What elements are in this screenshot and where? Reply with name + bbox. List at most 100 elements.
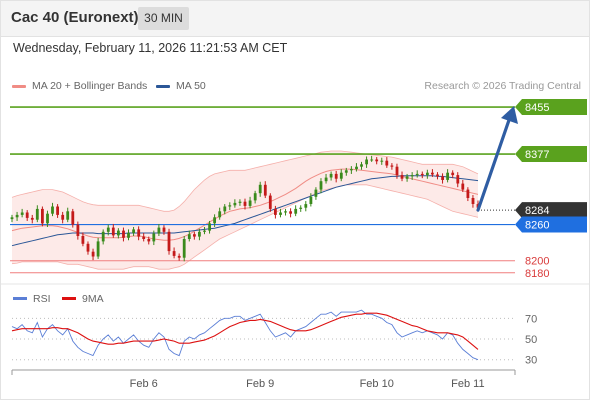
ma50-swatch	[156, 84, 170, 88]
candle-body	[243, 201, 247, 206]
timeframe-button[interactable]: 30 MIN	[138, 7, 189, 30]
candle-body	[172, 251, 176, 256]
ma50-label: MA 50	[176, 80, 206, 92]
candle-body	[15, 214, 19, 218]
candle-body	[456, 175, 460, 184]
candle-body	[370, 159, 374, 161]
rsi-9ma-line	[11, 312, 479, 350]
rsi-tick-30: 30	[525, 355, 537, 367]
candle-body	[187, 234, 191, 239]
candle-body	[314, 189, 318, 197]
candle-body	[41, 208, 44, 224]
candle-body	[137, 229, 141, 237]
bollinger-upper-line	[11, 150, 479, 212]
candle-body	[56, 206, 59, 215]
candle-body	[385, 160, 389, 166]
candle-body	[167, 231, 171, 252]
candle-body	[233, 202, 237, 206]
candle-body	[410, 175, 414, 177]
rsi-tick-50: 50	[525, 334, 537, 346]
candle-body	[461, 183, 465, 190]
candle-body	[35, 208, 39, 220]
candle-body	[10, 217, 14, 220]
candle-body	[111, 227, 115, 236]
x-tick-label: Feb 6	[130, 378, 158, 390]
candle-body	[334, 173, 338, 179]
candle-body	[304, 204, 308, 208]
bollinger-band-fill	[12, 151, 478, 270]
candle-body	[106, 227, 110, 232]
candle-body	[294, 208, 298, 214]
candle-body	[20, 212, 24, 215]
projection-arrow-shaft	[476, 118, 511, 212]
bollinger-lower-line	[11, 184, 479, 270]
candle-body	[122, 230, 125, 238]
support-label-8180: 8180	[525, 268, 549, 280]
candle-body	[147, 239, 151, 242]
candle-body	[395, 166, 399, 176]
candle-body	[81, 236, 85, 244]
candle-body	[198, 231, 201, 237]
candle-body	[263, 184, 267, 196]
candle-body	[76, 224, 80, 236]
candle-body	[223, 206, 227, 212]
legend-ma50: MA 50	[156, 80, 206, 92]
x-tick-label: Feb 9	[246, 378, 274, 390]
candle-body	[350, 169, 353, 171]
candle-body	[471, 198, 475, 204]
x-tick-label: Feb 11	[451, 378, 484, 390]
ma20-label: MA 20 + Bollinger Bands	[32, 80, 148, 92]
candle-body	[253, 193, 257, 201]
candle-body	[71, 211, 75, 225]
candle-body	[380, 160, 384, 162]
candle-body	[238, 201, 242, 203]
candle-body	[431, 172, 434, 175]
current-price-label: 8284	[525, 205, 549, 217]
candle-body	[96, 241, 100, 257]
ma20-swatch	[12, 84, 26, 88]
candle-body	[248, 200, 252, 206]
candle-body	[193, 234, 196, 237]
candle-body	[66, 211, 70, 220]
candle-body	[355, 166, 358, 170]
candle-body	[208, 223, 211, 231]
candle-body	[329, 173, 333, 178]
candle-body	[289, 211, 292, 214]
candle-body	[360, 164, 363, 167]
candle-body	[117, 230, 120, 236]
candle-body	[279, 212, 282, 215]
legend-ma20: MA 20 + Bollinger Bands	[12, 80, 147, 92]
candle-body	[299, 207, 303, 209]
ma9-legend-swatch	[62, 297, 76, 300]
candle-body	[228, 205, 232, 207]
candle-body	[51, 206, 54, 214]
candle-body	[91, 251, 95, 257]
candle-body	[61, 214, 65, 220]
candle-body	[142, 236, 146, 239]
candle-body	[284, 211, 287, 213]
candle-body	[203, 230, 206, 232]
candle-body	[344, 170, 348, 173]
resistance-label-8377: 8377	[525, 149, 549, 161]
rsi-legend-label: RSI	[33, 293, 51, 305]
chart-header: Cac 40 (Euronext) 30 MIN	[0, 0, 590, 37]
candle-body	[162, 227, 166, 232]
candle-body	[324, 177, 328, 182]
candle-body	[268, 195, 272, 209]
candle-body	[274, 208, 277, 215]
candle-body	[258, 184, 262, 194]
candle-body	[466, 189, 470, 198]
candle-body	[436, 174, 439, 177]
instrument-title: Cac 40 (Euronext)	[11, 9, 139, 26]
candle-body	[365, 159, 368, 165]
candle-body	[177, 255, 181, 258]
candle-body	[446, 172, 449, 180]
candle-body	[420, 173, 424, 176]
candle-body	[30, 217, 34, 220]
support-label-8260: 8260	[525, 220, 549, 232]
candle-body	[25, 212, 29, 218]
x-tick-label: Feb 10	[360, 378, 394, 390]
candle-body	[127, 233, 130, 238]
ma50-line	[11, 175, 479, 247]
current-price-tag	[515, 202, 587, 219]
